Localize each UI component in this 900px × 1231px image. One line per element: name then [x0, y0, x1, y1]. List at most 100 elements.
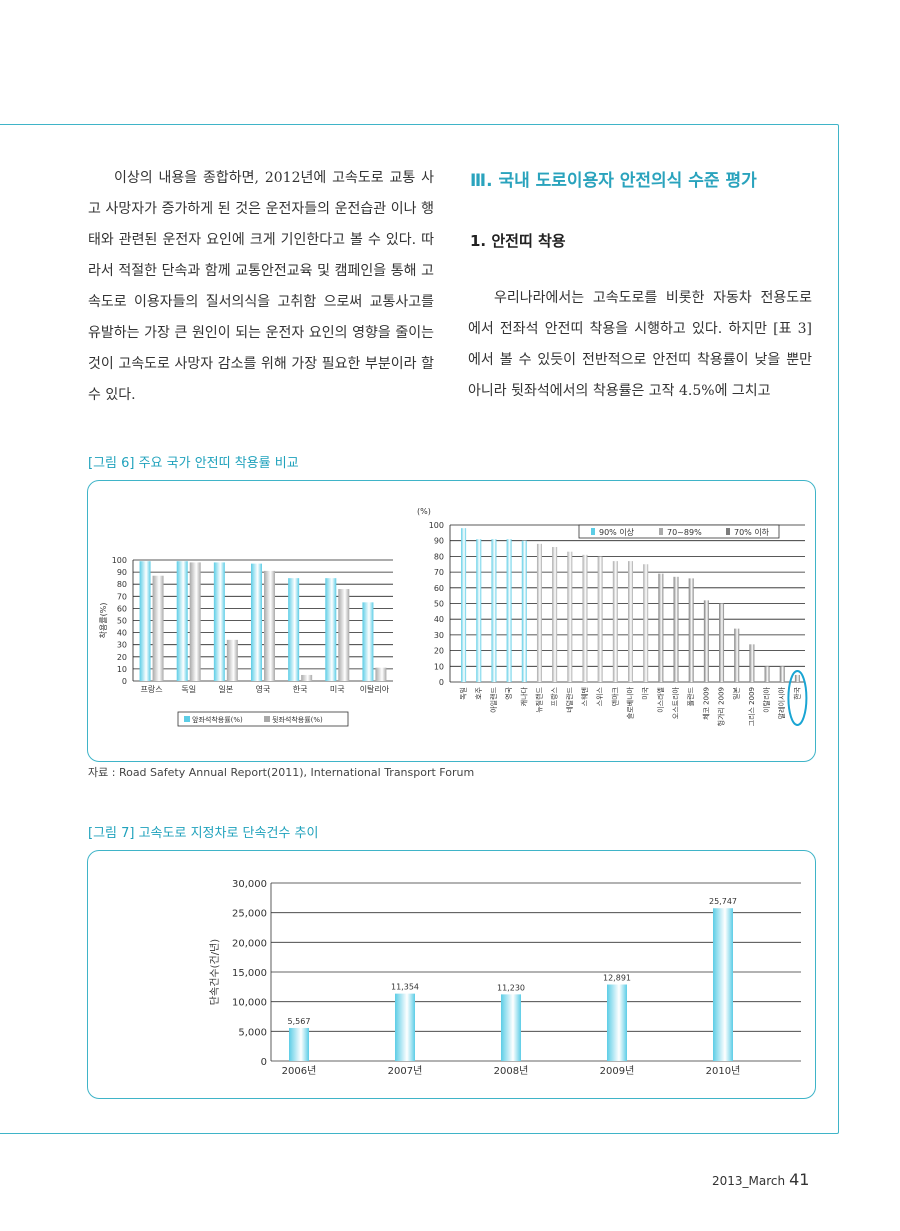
- x-tick-label: 2006년: [282, 1065, 317, 1077]
- bar-front-프랑스: [139, 561, 151, 681]
- y-tick-label: 50: [434, 600, 444, 609]
- data-label: 25,747: [709, 897, 737, 906]
- bar-front-영국: [251, 563, 262, 681]
- y-tick-label: 20: [117, 653, 127, 662]
- y-tick-label: 40: [117, 629, 127, 638]
- section-heading: Ⅲ. 국내 도로이용자 안전의식 수준 평가: [470, 171, 757, 191]
- chart-seatbelt-countries: (%) 0 10 20 30 40 50 60 70 80 90 100 독일 호주 아일랜드 영국 캐나다 뉴질…: [417, 507, 808, 726]
- bar-rear-프랑스: [152, 575, 164, 681]
- bar-2006년: [289, 1027, 309, 1061]
- bar-말레이시아: [779, 666, 785, 682]
- bar-스위스: [597, 556, 603, 682]
- x-tick-label: 2007년: [388, 1065, 423, 1077]
- x-tick-label: 이탈리아: [762, 686, 771, 712]
- y-tick-label: 50: [117, 617, 127, 626]
- x-tick-label: 2008년: [494, 1065, 529, 1077]
- bar-오스트리아: [673, 576, 679, 682]
- page-footer: 2013_March 41: [712, 1170, 809, 1189]
- bar-2009년: [607, 984, 627, 1061]
- legend-swatch: [591, 528, 595, 535]
- x-tick-label: 영국: [256, 684, 271, 694]
- data-label: 5,567: [288, 1017, 311, 1026]
- bar-캐나다: [521, 540, 527, 682]
- y-tick-label: 80: [117, 580, 127, 589]
- bar-폴란드: [688, 578, 694, 682]
- y-tick-label: 25,000: [232, 909, 267, 920]
- bar-독일: [461, 528, 467, 682]
- y-tick-label: 40: [434, 615, 444, 624]
- legend-label: 70~89%: [667, 528, 702, 537]
- issue-label: 2013_March: [712, 1174, 786, 1188]
- data-label: 11,354: [391, 983, 419, 992]
- y-tick-label: 20,000: [232, 938, 267, 949]
- y-tick-label: 90: [434, 537, 444, 546]
- legend-swatch-front: [184, 716, 190, 722]
- y-tick-label: 80: [434, 552, 444, 561]
- figure7-box: 0 5,000 10,000 15,000 20,000 25,000 30,000 단속건수…: [87, 850, 816, 1099]
- bar-이탈리아: [764, 666, 770, 682]
- y-tick-label: 5,000: [238, 1027, 267, 1038]
- bar-한국: [794, 674, 800, 682]
- y-tick-label: 100: [112, 556, 127, 565]
- bar-일본: [734, 628, 740, 682]
- source-note: 자료 : Road Safety Annual Report(2011), In…: [88, 766, 475, 779]
- legend-swatch: [726, 528, 730, 535]
- y-tick-label: 10: [434, 662, 444, 671]
- bar-헝가리 2009: [719, 603, 725, 682]
- x-tick-label: 한국: [293, 685, 308, 694]
- legend-label-front: 앞좌석착용률(%): [192, 715, 243, 724]
- bar-2007년: [395, 993, 415, 1061]
- bar-front-독일: [176, 561, 188, 681]
- bar-그리스 2009: [749, 644, 755, 682]
- legend-label: 90% 이상: [599, 527, 635, 537]
- x-tick-label: 말레이시아: [777, 686, 786, 719]
- bar-rear-일본: [226, 639, 238, 681]
- bar-영국: [506, 539, 512, 682]
- x-tick-label: 2009년: [600, 1065, 635, 1077]
- paragraph: 우리나라에서는 고속도로를 비롯한 자동차 전용도로 에서 전좌석 안전띠 착용…: [468, 290, 812, 399]
- y-tick-label: 10: [117, 665, 127, 674]
- y-axis-label: (%): [417, 507, 431, 516]
- x-tick-label: 독일: [459, 687, 468, 700]
- sub-heading: 1. 안전띠 착용: [470, 232, 566, 250]
- y-tick-label: 0: [261, 1057, 267, 1068]
- y-tick-label: 15,000: [232, 968, 267, 979]
- bar-rear-미국: [338, 589, 350, 681]
- y-tick-label: 0: [122, 677, 127, 686]
- highlight-circle: [787, 670, 808, 726]
- x-tick-label: 이탈리아: [360, 684, 390, 694]
- chart-seatbelt-front-rear: 0 10 20 30 40 50 60 70 80 90 100 착용률(%) 프랑스 독일 일본 영국 한국 미…: [99, 556, 393, 727]
- x-tick-label: 2010년: [706, 1065, 741, 1077]
- x-tick-label: 네덜란드: [565, 686, 574, 712]
- left-column-text: 이상의 내용을 종합하면, 2012년에 고속도로 교통 사고 사망자가 증가하…: [88, 163, 434, 411]
- bar-rear-한국: [301, 674, 313, 681]
- bar-2008년: [501, 994, 521, 1061]
- x-tick-label: 슬로베니아: [626, 686, 635, 719]
- y-tick-label: 10,000: [232, 998, 267, 1009]
- paragraph: 이상의 내용을 종합하면, 2012년에 고속도로 교통 사고 사망자가 증가하…: [88, 170, 435, 403]
- bar-이스라엘: [658, 573, 664, 682]
- y-tick-label: 90: [117, 568, 127, 577]
- y-tick-label: 70: [117, 592, 127, 601]
- bar-rear-이탈리아: [375, 667, 387, 681]
- x-tick-label: 영국: [504, 686, 513, 699]
- bar-front-이탈리아: [362, 602, 374, 681]
- chart-enforcement-trend: 0 5,000 10,000 15,000 20,000 25,000 30,000 단속건수…: [209, 879, 801, 1077]
- y-tick-label: 60: [434, 584, 444, 593]
- bar-front-미국: [325, 578, 337, 681]
- y-tick-label: 70: [434, 568, 444, 577]
- legend-swatch-rear: [264, 716, 270, 722]
- y-tick-label: 30: [117, 641, 127, 650]
- x-tick-label: 체코 2009: [702, 687, 710, 720]
- x-tick-label: 뉴질랜드: [534, 686, 543, 712]
- x-tick-label: 스웨덴: [580, 687, 589, 706]
- bar-front-일본: [213, 562, 225, 681]
- y-axis-label: 단속건수(건/년): [209, 939, 221, 1005]
- x-tick-label: 미국: [641, 686, 650, 699]
- x-tick-label: 폴란드: [687, 686, 695, 706]
- bar-프랑스: [552, 546, 558, 682]
- bar-스웨덴: [582, 554, 588, 682]
- y-tick-label: 60: [117, 604, 127, 613]
- y-tick-label: 30,000: [232, 879, 267, 890]
- bar-체코 2009: [703, 600, 709, 682]
